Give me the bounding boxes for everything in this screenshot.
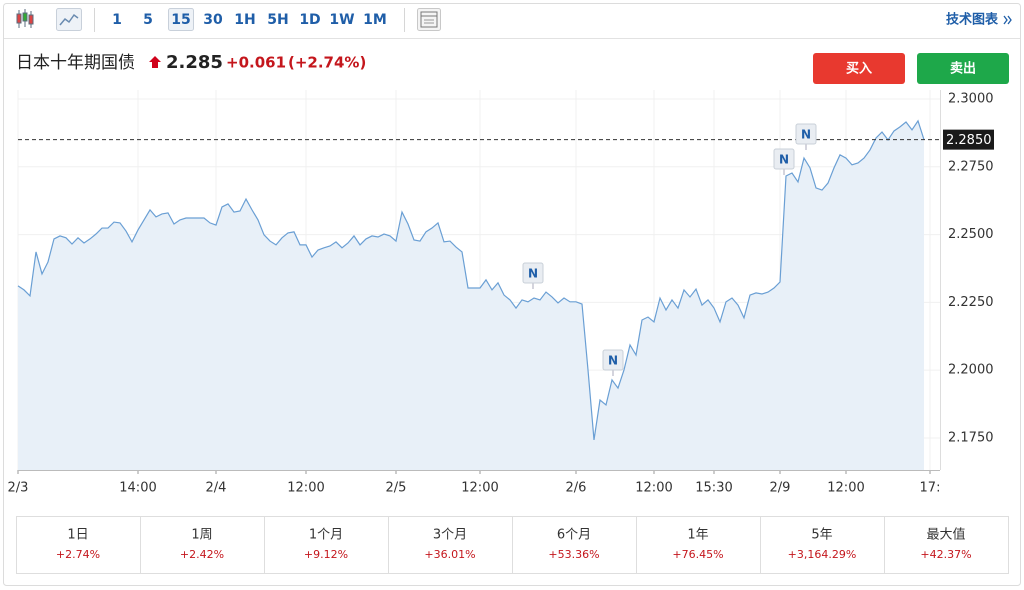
interval-selected[interactable] <box>168 8 194 31</box>
interval[interactable]: 15 <box>171 12 190 28</box>
news-marker[interactable] <box>602 349 624 371</box>
performance-cell[interactable] <box>512 516 637 574</box>
performance-cell[interactable] <box>388 516 513 574</box>
interval[interactable]: 5H <box>267 12 288 28</box>
performance-cell[interactable] <box>636 516 761 574</box>
performance-cell[interactable] <box>140 516 265 574</box>
interval[interactable]: 1W <box>329 12 354 28</box>
period-change[interactable]: +2.74% <box>56 548 100 561</box>
chevron <box>1007 15 1012 25</box>
x-tick-label: 2/3 <box>8 481 29 496</box>
interval[interactable]: 30 <box>203 12 223 28</box>
period-change[interactable]: +3,164.29% <box>788 548 857 561</box>
price: 2.285 <box>166 52 223 73</box>
instrument-title: 日本十年期国债 <box>16 53 135 73</box>
x-tick-label: 12:00 <box>461 481 498 496</box>
x-tick-label: 2/6 <box>566 481 587 496</box>
period-change[interactable]: +9.12% <box>304 548 348 561</box>
line-icon[interactable] <box>56 8 82 31</box>
table-icon[interactable] <box>417 8 441 31</box>
last-price-box <box>943 129 994 150</box>
period-label[interactable]: 1年 <box>687 528 708 543</box>
change: +0.061 <box>226 54 286 72</box>
period-change[interactable]: +76.45% <box>672 548 723 561</box>
y-tick-label: 2.1750 <box>948 430 994 445</box>
interval[interactable]: 5 <box>143 12 153 28</box>
last-price-label: 2.2850 <box>946 133 992 148</box>
period-label[interactable]: 1周 <box>191 528 212 543</box>
sell-label[interactable]: 卖出 <box>950 61 976 77</box>
x-tick-label: 12:00 <box>287 481 324 496</box>
interval[interactable]: 1M <box>363 12 387 28</box>
interval[interactable]: 1D <box>299 12 320 28</box>
x-tick-label: 15:30 <box>695 481 732 496</box>
x-tick-label: 14:00 <box>119 481 156 496</box>
period-label[interactable]: 最大值 <box>926 527 965 543</box>
period-label[interactable]: 3个月 <box>433 528 467 543</box>
y-tick-label: 2.2250 <box>948 295 994 310</box>
news-label[interactable]: N <box>801 128 811 142</box>
period-change[interactable]: +36.01% <box>424 548 475 561</box>
x-tick-label: 12:00 <box>827 481 864 496</box>
period-label[interactable]: 6个月 <box>557 528 591 543</box>
period-label[interactable]: 1日 <box>67 528 88 543</box>
buy-button[interactable] <box>813 53 905 84</box>
performance-cell[interactable] <box>760 516 885 574</box>
news-marker[interactable] <box>522 262 544 284</box>
period-label[interactable]: 1个月 <box>309 528 343 543</box>
area <box>18 120 924 470</box>
x-tick-label: 2/5 <box>386 481 407 496</box>
news-marker[interactable] <box>773 148 795 170</box>
sell-button[interactable] <box>917 53 1009 84</box>
period-label[interactable]: 5年 <box>811 528 832 543</box>
x-tick-label: 12:00 <box>635 481 672 496</box>
news-marker[interactable] <box>795 123 817 145</box>
change-pct: (+2.74%) <box>288 54 366 72</box>
y-tick-label: 2.2500 <box>948 227 994 242</box>
interval[interactable]: 1 <box>112 12 122 28</box>
buy-label[interactable]: 买入 <box>846 62 872 77</box>
x-tick-label: 2/9 <box>770 481 791 496</box>
news-label[interactable]: N <box>608 354 618 368</box>
y-tick-label: 2.3000 <box>948 91 994 106</box>
interval[interactable]: 1H <box>234 12 255 28</box>
y-tick-label: 2.2750 <box>948 159 994 174</box>
y-tick-label: 2.2000 <box>948 363 994 378</box>
news-label[interactable]: N <box>779 153 789 167</box>
period-change[interactable]: +2.42% <box>180 548 224 561</box>
x-tick-label: 17: <box>920 481 941 496</box>
period-change[interactable]: +53.36% <box>548 548 599 561</box>
performance-cell[interactable] <box>884 516 1009 574</box>
period-change[interactable]: +42.37% <box>920 548 971 561</box>
chevron <box>1003 15 1008 25</box>
candle-icon[interactable] <box>16 9 34 28</box>
up-arrow <box>149 56 161 68</box>
performance-cell[interactable] <box>264 516 389 574</box>
x-tick-label: 2/4 <box>206 481 227 496</box>
performance-cell[interactable] <box>16 516 141 574</box>
tech-chart-link[interactable]: 技术图表 <box>946 12 999 28</box>
line <box>17 119 925 440</box>
news-label[interactable]: N <box>528 267 538 281</box>
